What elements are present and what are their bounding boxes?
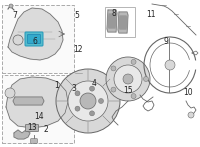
- Circle shape: [114, 65, 142, 93]
- Polygon shape: [14, 130, 30, 139]
- Circle shape: [13, 35, 23, 45]
- Text: 7: 7: [12, 11, 17, 20]
- Text: 6: 6: [33, 37, 37, 46]
- Circle shape: [111, 66, 116, 71]
- Circle shape: [188, 112, 194, 118]
- Text: 8: 8: [112, 9, 116, 19]
- Text: 4: 4: [91, 79, 96, 88]
- Text: 5: 5: [75, 11, 79, 20]
- FancyBboxPatch shape: [105, 7, 135, 37]
- Polygon shape: [13, 97, 44, 105]
- Circle shape: [131, 94, 136, 99]
- Text: 13: 13: [27, 123, 37, 132]
- FancyBboxPatch shape: [31, 139, 37, 143]
- Circle shape: [106, 57, 150, 101]
- Text: 11: 11: [146, 10, 156, 19]
- Text: 2: 2: [44, 125, 48, 134]
- Circle shape: [144, 76, 148, 81]
- Circle shape: [75, 91, 80, 96]
- Text: 9: 9: [164, 37, 168, 46]
- FancyBboxPatch shape: [25, 32, 43, 46]
- Text: 14: 14: [34, 112, 44, 121]
- Text: 1: 1: [55, 81, 59, 91]
- Circle shape: [165, 60, 175, 70]
- Circle shape: [111, 87, 116, 92]
- Circle shape: [90, 86, 95, 91]
- FancyBboxPatch shape: [28, 35, 40, 44]
- Text: 15: 15: [123, 86, 132, 95]
- Polygon shape: [119, 16, 127, 29]
- FancyBboxPatch shape: [2, 75, 74, 143]
- Polygon shape: [107, 10, 117, 32]
- Circle shape: [5, 88, 15, 98]
- Circle shape: [68, 81, 108, 121]
- Circle shape: [98, 98, 104, 103]
- Text: 3: 3: [72, 84, 76, 93]
- Circle shape: [90, 111, 95, 116]
- Circle shape: [56, 69, 120, 133]
- FancyBboxPatch shape: [2, 5, 74, 73]
- Circle shape: [123, 74, 133, 84]
- Polygon shape: [8, 8, 63, 60]
- Polygon shape: [6, 77, 68, 128]
- Polygon shape: [118, 12, 128, 33]
- Circle shape: [75, 106, 80, 111]
- Circle shape: [80, 93, 96, 109]
- Circle shape: [9, 4, 13, 8]
- Circle shape: [131, 59, 136, 64]
- Text: 10: 10: [183, 88, 193, 97]
- FancyBboxPatch shape: [26, 125, 38, 132]
- Polygon shape: [108, 14, 116, 28]
- Text: 12: 12: [73, 45, 83, 55]
